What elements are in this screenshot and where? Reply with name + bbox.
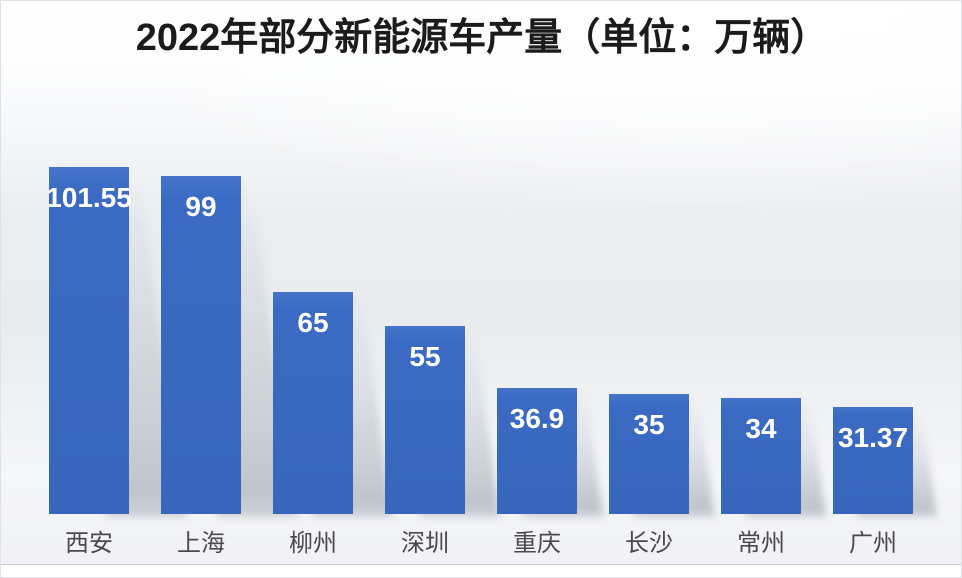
bar-value-label: 34	[745, 413, 777, 444]
bar-常州: 34	[721, 398, 801, 514]
bar-西安: 101.55	[46, 167, 132, 514]
category-label-广州: 广州	[849, 530, 897, 557]
bar-深圳: 55	[385, 326, 465, 514]
bar-value-label: 55	[409, 341, 441, 372]
bar-长沙: 35	[609, 394, 689, 514]
bar-广州: 31.37	[833, 407, 913, 514]
bar-value-label: 101.55	[46, 182, 132, 213]
bar-value-label: 31.37	[837, 422, 909, 453]
bar-柳州: 65	[273, 292, 353, 514]
bar-value-label: 65	[297, 307, 329, 338]
category-label-长沙: 长沙	[625, 530, 673, 557]
bar-value-label: 99	[185, 191, 217, 222]
category-label-重庆: 重庆	[513, 530, 561, 557]
category-label-柳州: 柳州	[289, 530, 337, 557]
bar-value-label: 35	[633, 409, 665, 440]
chart-title: 2022年部分新能源车产量（单位：万辆）	[135, 17, 829, 59]
footer-whitespace	[1, 565, 961, 577]
bar-重庆: 36.9	[497, 388, 577, 514]
bar-value-label: 36.9	[509, 403, 565, 434]
category-label-常州: 常州	[737, 530, 785, 557]
category-label-西安: 西安	[65, 530, 113, 557]
category-label-深圳: 深圳	[401, 530, 449, 557]
chart-plot-background: 2022年部分新能源车产量（单位：万辆） 101.55 西安 99 上海 65 柳州 55 深…	[1, 1, 961, 565]
category-label-上海: 上海	[177, 530, 225, 557]
bar-上海: 99	[161, 176, 241, 514]
